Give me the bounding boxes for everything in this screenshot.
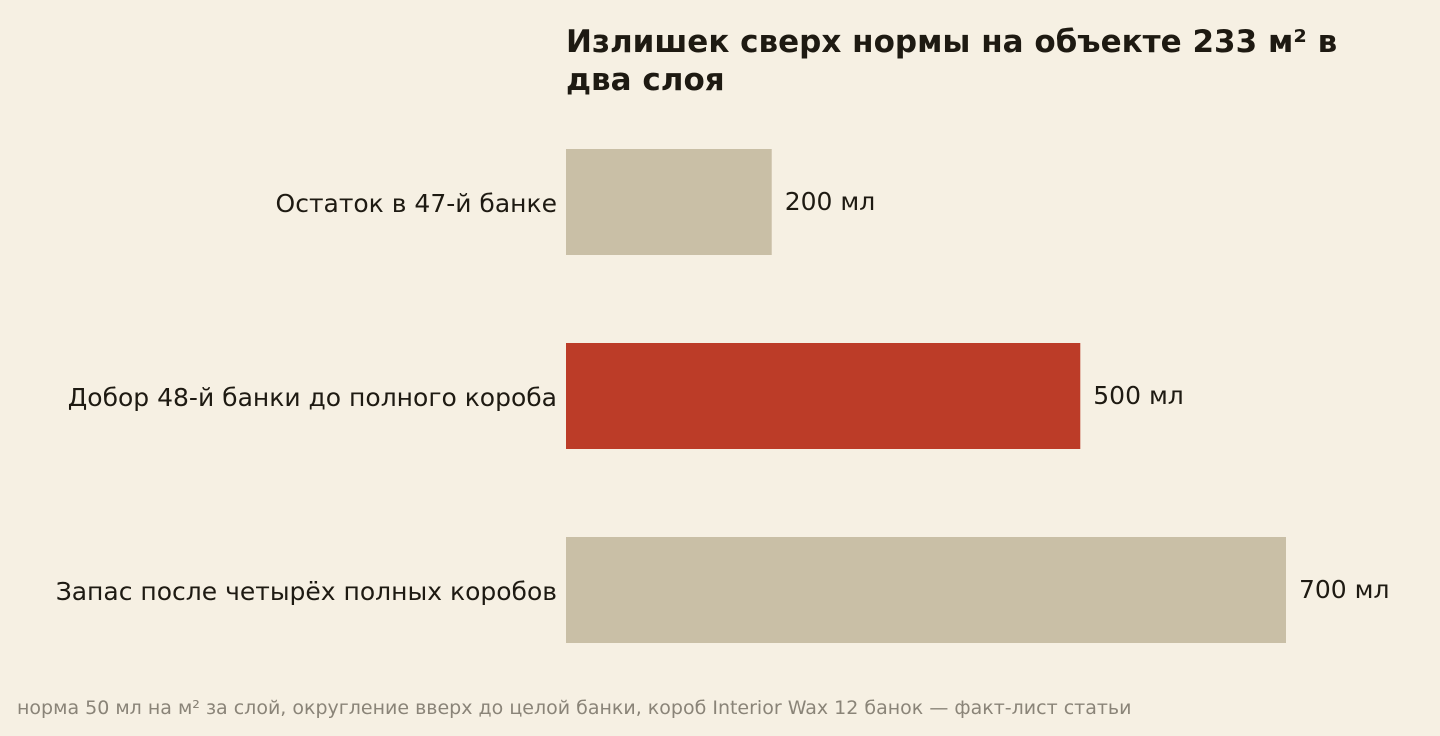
bar-2 (566, 343, 1081, 449)
chart-title-line-2: два слоя (566, 62, 725, 98)
bars-group: Остаток в 47-й банке 200 мл Добор 48-й бан… (56, 149, 1390, 643)
value-label-2: 500 мл (1093, 381, 1184, 410)
category-label-2: Добор 48-й банки до полного короба (68, 383, 557, 412)
bar-1 (566, 149, 772, 255)
value-label-1: 200 мл (785, 187, 876, 216)
category-label-3: Запас после четырёх полных коробов (56, 577, 557, 606)
bar-3 (566, 537, 1286, 643)
value-label-3: 700 мл (1299, 575, 1390, 604)
category-label-1: Остаток в 47-й банке (276, 189, 557, 218)
chart-footnote: норма 50 мл на м² за слой, округление вв… (17, 697, 1131, 719)
chart-title-line-1: Излишек сверх нормы на объекте 233 м² в (566, 24, 1337, 60)
